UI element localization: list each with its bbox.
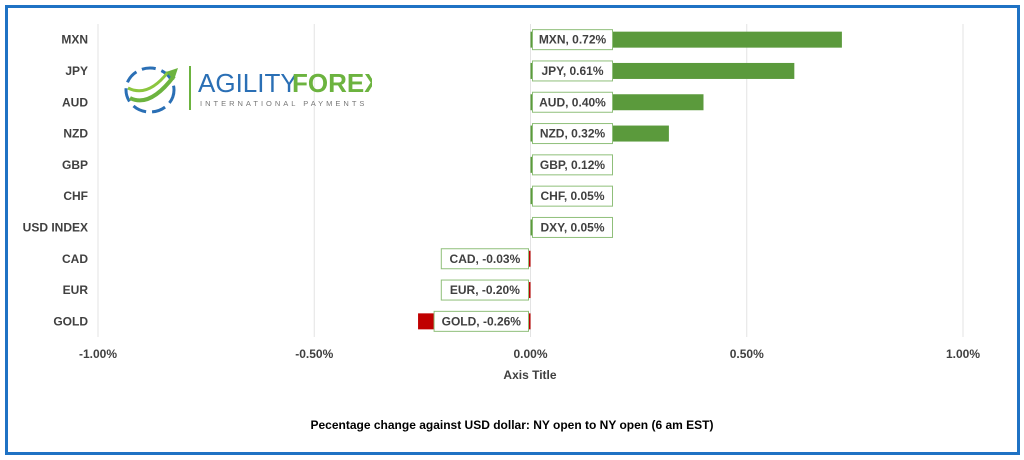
svg-text:MXN, 0.72%: MXN, 0.72% bbox=[539, 33, 607, 47]
category-label: GOLD bbox=[53, 314, 88, 328]
category-label: GBP bbox=[62, 158, 88, 172]
x-tick-label: 1.00% bbox=[946, 347, 980, 361]
svg-text:NZD, 0.32%: NZD, 0.32% bbox=[540, 127, 606, 141]
category-label: MXN bbox=[61, 33, 88, 47]
svg-text:DXY, 0.05%: DXY, 0.05% bbox=[540, 220, 604, 234]
chart-frame bbox=[5, 5, 1020, 455]
data-label: DXY, 0.05% bbox=[532, 216, 613, 238]
svg-text:GBP, 0.12%: GBP, 0.12% bbox=[540, 158, 605, 172]
data-label: JPY, 0.61% bbox=[532, 60, 613, 82]
svg-text:AUD, 0.40%: AUD, 0.40% bbox=[539, 95, 606, 109]
x-tick-label: -0.50% bbox=[295, 347, 333, 361]
data-label: GOLD, -0.26% bbox=[433, 310, 530, 332]
svg-text:FOREX: FOREX bbox=[292, 68, 372, 98]
category-label: CHF bbox=[63, 189, 88, 203]
data-label: NZD, 0.32% bbox=[532, 123, 613, 145]
svg-text:JPY, 0.61%: JPY, 0.61% bbox=[541, 64, 603, 78]
category-label: EUR bbox=[63, 283, 89, 297]
data-label: MXN, 0.72% bbox=[532, 29, 613, 51]
agility-forex-logo: AGILITY FOREX INTERNATIONAL PAYMENTS bbox=[122, 58, 382, 123]
svg-text:CHF, 0.05%: CHF, 0.05% bbox=[540, 189, 604, 203]
footer-caption: Pecentage change against USD dollar: NY … bbox=[310, 418, 714, 432]
data-label: CHF, 0.05% bbox=[532, 185, 613, 207]
globe-icon bbox=[124, 66, 178, 114]
data-label: CAD, -0.03% bbox=[440, 248, 529, 270]
svg-text:GOLD, -0.26%: GOLD, -0.26% bbox=[442, 314, 522, 328]
svg-text:AGILITY: AGILITY bbox=[198, 68, 298, 98]
category-label: AUD bbox=[62, 95, 88, 109]
x-tick-label: 0.00% bbox=[513, 347, 547, 361]
category-label: CAD bbox=[62, 252, 88, 266]
axis-title: Axis Title bbox=[503, 368, 557, 382]
category-label: NZD bbox=[63, 127, 88, 141]
x-tick-label: -1.00% bbox=[79, 347, 117, 361]
x-tick-label: 0.50% bbox=[730, 347, 764, 361]
data-label: EUR, -0.20% bbox=[440, 279, 529, 301]
data-label: AUD, 0.40% bbox=[532, 91, 613, 113]
svg-text:CAD, -0.03%: CAD, -0.03% bbox=[450, 252, 521, 266]
svg-text:EUR, -0.20%: EUR, -0.20% bbox=[450, 283, 520, 297]
data-label: GBP, 0.12% bbox=[532, 154, 613, 176]
category-label: JPY bbox=[65, 64, 88, 78]
category-label: USD INDEX bbox=[23, 220, 88, 234]
svg-text:INTERNATIONAL PAYMENTS: INTERNATIONAL PAYMENTS bbox=[200, 99, 367, 108]
